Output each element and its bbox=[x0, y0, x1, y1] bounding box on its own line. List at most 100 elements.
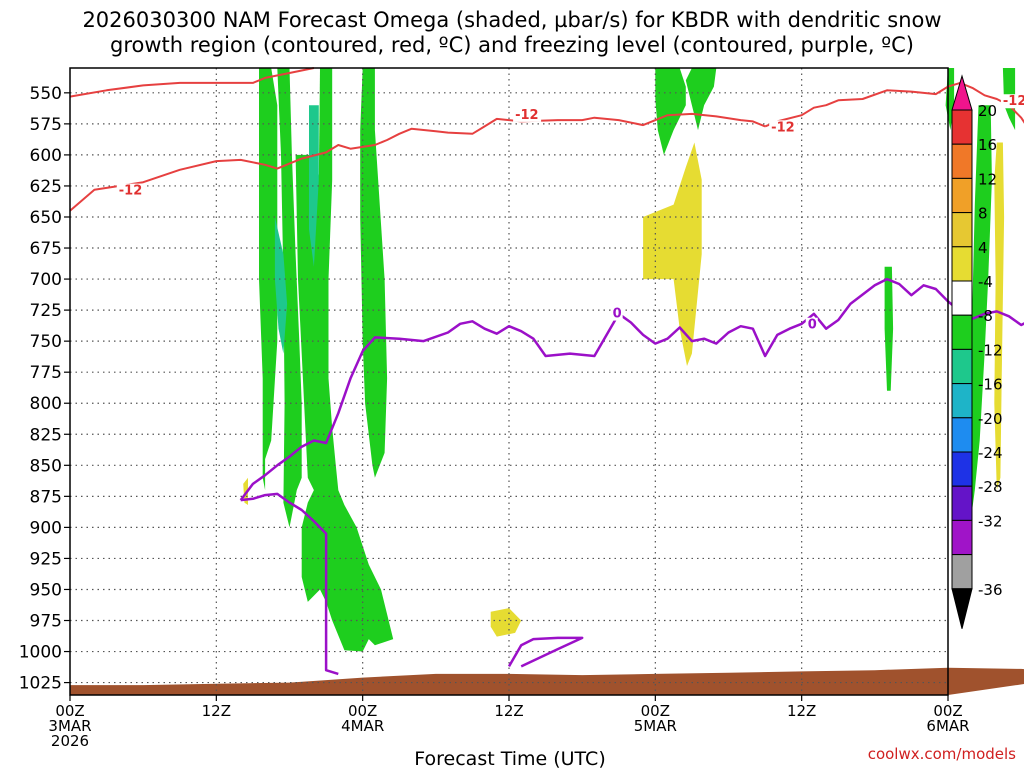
contour-label-bg-3 bbox=[1000, 94, 1024, 109]
omega-region-3 bbox=[318, 68, 333, 304]
contour-label-2: -12 bbox=[771, 120, 795, 135]
colorbar-swatch-7 bbox=[951, 348, 973, 385]
y-tick-label-550: 550 bbox=[30, 84, 62, 104]
y-tick-label-725: 725 bbox=[30, 301, 62, 321]
contour-label-bg-0 bbox=[116, 183, 145, 198]
colorbar-label-13: -36 bbox=[978, 581, 1003, 599]
y-tick-label-1000: 1000 bbox=[19, 643, 62, 663]
y-tick-label-800: 800 bbox=[30, 394, 62, 414]
colorbar-label-12: -32 bbox=[978, 512, 1003, 530]
contour-label-bg-5 bbox=[805, 317, 818, 332]
contour-line-4 bbox=[240, 492, 339, 676]
terrain-fill bbox=[70, 667, 1024, 695]
contour-line-1 bbox=[69, 67, 315, 98]
colorbar-label-6: -8 bbox=[978, 307, 993, 325]
omega-region-7 bbox=[655, 68, 686, 155]
chart-title-line-2: growth region (contoured, red, ºC) and f… bbox=[110, 33, 914, 57]
contour-label-1: -12 bbox=[515, 108, 539, 123]
y-tick-label-875: 875 bbox=[30, 487, 62, 507]
y-tick-label-925: 925 bbox=[30, 549, 62, 569]
x-tick-label-60-0: 12Z bbox=[787, 702, 816, 720]
omega-region-15 bbox=[994, 142, 1005, 491]
colorbar-swatch-13 bbox=[951, 554, 973, 590]
contour-label-3: -12 bbox=[1003, 94, 1024, 109]
colorbar-swatch-6 bbox=[951, 314, 973, 350]
colorbar: 20 16 12 8 4 -4 -8 -12 -16 -20 -24 -28 -32 -36 bbox=[951, 74, 1003, 629]
colorbar-label-7: -12 bbox=[978, 341, 1003, 359]
contour-label-layer: -12 -12 -12 -12 0 0 bbox=[116, 94, 1024, 333]
y-tick-label-600: 600 bbox=[30, 146, 62, 166]
x-tick-label-72-0: 00Z bbox=[933, 702, 962, 720]
omega-region-16 bbox=[490, 608, 522, 637]
contour-line-0 bbox=[69, 112, 766, 212]
contour-label-bg-1 bbox=[513, 107, 542, 122]
colorbar-label-2: 12 bbox=[978, 170, 997, 188]
colorbar-swatch-8 bbox=[951, 383, 973, 419]
x-tick-label-36-0: 12Z bbox=[494, 702, 523, 720]
contour-label-4: 0 bbox=[613, 307, 622, 322]
contour-line-5 bbox=[507, 636, 584, 668]
y-tick-label-975: 975 bbox=[30, 612, 62, 632]
x-tick-label-0-0: 00Z bbox=[55, 702, 84, 720]
omega-region-5 bbox=[274, 217, 288, 354]
colorbar-label-4: 4 bbox=[978, 239, 988, 257]
x-tick-label-48-0: 00Z bbox=[641, 702, 670, 720]
y-tick-label-700: 700 bbox=[30, 270, 62, 290]
colorbar-swatch-5 bbox=[951, 280, 973, 316]
omega-region-8 bbox=[685, 68, 717, 131]
colorbar-swatch-11 bbox=[951, 485, 973, 521]
x-tick-label-72-1: 6MAR bbox=[926, 717, 969, 735]
colorbar-swatch-4 bbox=[951, 246, 973, 282]
x-tick-label-12-0: 12Z bbox=[202, 702, 231, 720]
contour-label-0: -12 bbox=[119, 184, 142, 199]
x-tick-label-48-1: 5MAR bbox=[634, 717, 677, 735]
x-axis-label: Forecast Time (UTC) bbox=[414, 748, 605, 768]
x-tick-label-24-0: 00Z bbox=[348, 702, 377, 720]
colorbar-label-10: -24 bbox=[978, 444, 1003, 462]
x-tick-label-24-1: 4MAR bbox=[341, 717, 384, 735]
contour-label-bg-4 bbox=[610, 306, 623, 321]
chart-title-line-1: 2026030300 NAM Forecast Omega (shaded, µ… bbox=[82, 8, 941, 32]
y-tick-label-775: 775 bbox=[30, 363, 62, 383]
colorbar-swatch-2 bbox=[951, 177, 973, 214]
omega-region-17 bbox=[243, 477, 248, 505]
x-tick-label-0-1: 3MAR bbox=[48, 717, 91, 735]
colorbar-swatch-0 bbox=[951, 109, 973, 145]
grid-layer bbox=[70, 68, 948, 695]
colorbar-label-3: 8 bbox=[978, 205, 988, 223]
contour-label-bg-2 bbox=[769, 120, 798, 135]
colorbar-label-11: -28 bbox=[978, 478, 1003, 496]
omega-region-1 bbox=[277, 68, 302, 528]
y-tick-label-575: 575 bbox=[30, 115, 62, 135]
y-tick-label-675: 675 bbox=[30, 239, 62, 259]
y-tick-label-650: 650 bbox=[30, 208, 62, 228]
colorbar-swatch-12 bbox=[951, 519, 973, 556]
y-tick-label-825: 825 bbox=[30, 425, 62, 445]
colorbar-label-9: -20 bbox=[978, 410, 1003, 428]
colorbar-label-1: 16 bbox=[978, 136, 997, 154]
y-tick-label-900: 900 bbox=[30, 518, 62, 538]
y-tick-label-950: 950 bbox=[30, 580, 62, 600]
omega-region-4 bbox=[360, 68, 388, 478]
colorbar-label-5: -4 bbox=[978, 273, 993, 291]
credit-text: coolwx.com/models bbox=[868, 745, 1016, 763]
colorbar-swatch-1 bbox=[951, 143, 973, 179]
colorbar-swatch-3 bbox=[951, 212, 973, 248]
y-tick-label-625: 625 bbox=[30, 177, 62, 197]
y-tick-label-850: 850 bbox=[30, 456, 62, 476]
colorbar-bottom-arrow bbox=[951, 588, 973, 629]
y-tick-label-750: 750 bbox=[30, 332, 62, 352]
x-tick-label-0-2: 2026 bbox=[51, 732, 89, 750]
contour-label-5: 0 bbox=[808, 318, 817, 333]
y-tick-label-1025: 1025 bbox=[19, 674, 62, 694]
y-axis-ticks: 550 575 600 625 650 675 700 725 750 775 800 825 850 8… bbox=[19, 84, 70, 694]
omega-region-6 bbox=[309, 105, 319, 267]
terrain-layer bbox=[70, 667, 1024, 695]
colorbar-label-8: -16 bbox=[978, 376, 1003, 394]
omega-region-13 bbox=[884, 266, 894, 391]
colorbar-swatch-10 bbox=[951, 451, 973, 487]
colorbar-swatch-9 bbox=[951, 417, 973, 453]
